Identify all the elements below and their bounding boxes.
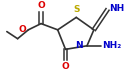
Text: S: S — [73, 5, 79, 14]
Text: NH₂: NH₂ — [102, 41, 121, 50]
Text: NH: NH — [110, 4, 125, 13]
Text: N: N — [76, 41, 83, 50]
Text: O: O — [37, 1, 45, 10]
Text: O: O — [62, 62, 69, 71]
Text: O: O — [19, 25, 26, 34]
